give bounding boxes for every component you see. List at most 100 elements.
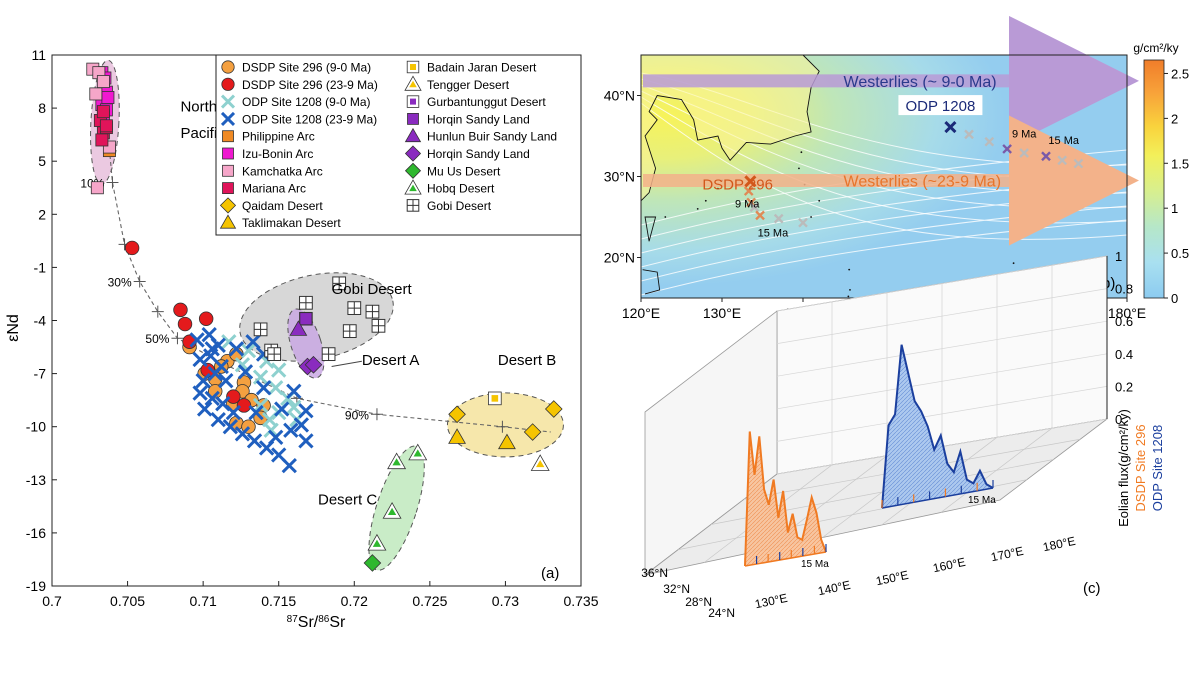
x-tick-label: 0.7 [42,593,62,609]
odp-1208-label: ODP 1208 [906,98,976,115]
legend-marker-izu-bonin-arc [222,147,234,160]
legend-label-mu-us-desert: Mu Us Desert [427,164,501,178]
gobi-desert-point-cross [254,322,267,336]
colorbar-tick-label: 1.5 [1171,156,1189,171]
mixing-tick-label: 30% [108,276,132,290]
colorbar-tick-label: 1 [1171,201,1178,216]
odp-site-1208-23-9-ma-point [274,401,290,417]
legend-marker-taklimakan-desert [219,214,237,229]
odp-site-1208-23-9-ma-point [293,417,310,433]
legend-marker-gobi-desert-cross [407,199,419,212]
odp-site-1208-23-9-ma-point [281,457,297,474]
mariana-arc-point [95,133,109,147]
island [818,199,821,202]
odp-site-1208-23-9-ma-point [195,373,211,389]
x-tick-label: 0.735 [563,593,598,609]
z-grid [776,320,1108,377]
odp-site-1208-9-0-ma-point [263,422,279,438]
odp-1208-paleo-position [964,129,974,140]
badain-jaran-desert-point-inner [491,395,499,402]
colorbar-tick-label: 0 [1171,291,1178,306]
legend-box [215,54,582,236]
island [810,216,812,218]
legend-label-horqin-sandy-land: Horqin Sandy Land [427,147,530,161]
legend-label-horqin-sandy-land: Horqin Sandy Land [427,112,530,126]
y-tick-label: 5 [38,153,46,169]
legend-label-tengger-desert: Tengger Desert [427,78,510,92]
legend-marker-horqin-sandy-land [404,145,422,162]
legend-marker-kamchatka-arc [222,164,234,177]
map-lat-label: 20°N [604,250,635,266]
odp-site-1208-23-9-ma-point [228,341,245,357]
horqin-sandy-land-point [299,312,313,326]
odp-1208-flux-area [882,344,993,508]
y-tick-label: -1 [34,259,47,275]
dsdp-296-flux-area [745,431,826,566]
odp-site-1208-9-0-ma-point [268,380,284,396]
y-tick-label: -13 [26,472,46,488]
odp-site-1208-23-9-ma-point [192,385,208,401]
legend-marker-dsdp-site-296-9-0-ma [221,60,235,74]
hobq-desert-point-inner [392,458,401,466]
map-panel: Westerlies (~ 9-0 Ma) Westerlies (~23-9 M… [604,15,1146,321]
odp-site-1208-9-0-ma-point [240,342,257,359]
y-axis-label: εNd [5,314,22,342]
y-tick-label: 11 [31,47,46,63]
panel-label-a: (a) [541,565,559,582]
odp-site-1208-23-9-ma-point [246,433,263,449]
mixing-tick [496,420,509,433]
odp-site-1208-23-9-ma-point [245,334,261,350]
hobq-desert-point-inner [413,449,422,457]
dsdp-296-flux-age-label: 15 Ma [801,559,829,570]
mixing-tick [151,305,164,318]
colorbar-tick-label: 0.5 [1171,246,1189,261]
mixing-tick [370,408,383,421]
odp-site-1208-23-9-ma-point [286,383,302,399]
island [664,216,667,218]
colorbar-tick-label: 2 [1171,111,1178,126]
gobi-desert-point-cross [343,324,357,338]
odp-site-1208-23-9-ma-point [222,419,239,435]
desert-b-region [446,392,564,458]
dsdp-296-age-label: 9 Ma [735,198,760,210]
legend-label-qaidam-desert: Qaidam Desert [242,199,323,213]
legend-marker-odp-site-1208-23-9-ma [220,111,236,126]
desert-c-region [368,445,425,571]
odp-site-1208-23-9-ma-point [255,380,272,396]
odp-site-1208-23-9-ma-point [248,404,264,421]
odp-1208-age-label: 9 Ma [1012,129,1037,141]
x-tick-label: 0.73 [492,593,519,609]
z-grid [776,353,1108,410]
tengger-desert-point-inner [536,460,545,468]
dsdp-296-flux-baseline [744,551,827,567]
legend-label-izu-bonin-arc: Izu-Bonin Arc [242,147,313,161]
dsdp-site-296-23-9-ma-point [226,389,241,404]
odp-site-1208-23-9-ma-point [196,401,213,417]
lon-tick-label: 140°E [817,578,852,599]
colorbar-title: g/cm²/ky [1133,41,1178,55]
hobq-desert-point-inner [372,539,382,547]
colorbar-tick-label: 2.5 [1171,66,1189,81]
gobi-desert-point-cross [267,347,281,361]
gobi-desert-label: Gobi Desert [332,281,413,298]
odp-site-1208-23-9-ma-point [225,404,242,421]
legend-label-taklimakan-desert: Taklimakan Desert [242,216,341,230]
odp-site-1208-23-9-ma-point [234,426,251,442]
map-lon-label: 130°E [703,305,741,321]
island [849,289,851,291]
site-tracks: 9 Ma 15 Ma 9 Ma 15 Ma ODP 1208 DSDP 296 [702,95,1084,239]
dsdp-site-296-23-9-ma-point [198,311,214,326]
odp-site-1208-9-0-ma-point [252,397,269,414]
z-axis-label: Eolian flux(g/cm²/ky) [1116,409,1131,527]
legend-label-gobi-desert: Gobi Desert [427,199,492,213]
lat-tick-label: 24°N [708,606,735,620]
philippines-coastline [642,269,661,295]
odp-1208-age-label: 15 Ma [1048,135,1079,147]
lat-tick-label: 32°N [663,582,690,596]
dsdp-296-age-label: 15 Ma [758,227,789,239]
dsdp-296-marker [744,175,757,188]
horqin-sandy-land-point [304,355,323,374]
gobi-desert-region [239,272,394,362]
legend-label-mariana-arc: Mariana Arc [242,182,306,196]
